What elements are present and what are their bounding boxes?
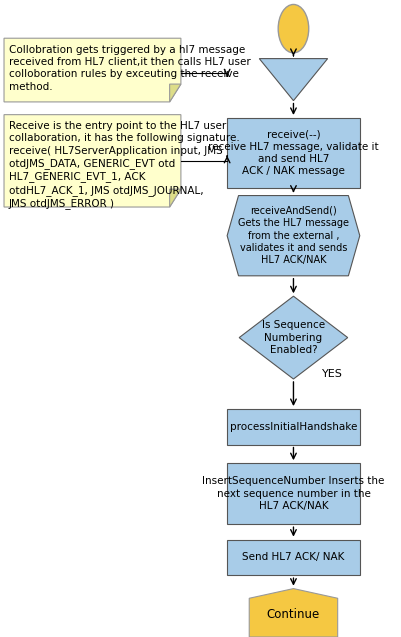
Text: receive(--)
receive HL7 message, validate it
and send HL7
ACK / NAK message: receive(--) receive HL7 message, validat… [208,129,378,176]
Text: Collobration gets triggered by a hl7 message
received from HL7 client,it then ca: Collobration gets triggered by a hl7 mes… [9,45,250,92]
Polygon shape [239,296,347,379]
Text: YES: YES [321,369,342,380]
Polygon shape [4,115,180,207]
Text: InsertSequenceNumber Inserts the
next sequence number in the
HL7 ACK/NAK: InsertSequenceNumber Inserts the next se… [202,476,384,511]
Polygon shape [249,589,337,637]
Text: Continue: Continue [266,608,319,621]
Polygon shape [227,463,359,524]
Polygon shape [4,38,180,102]
Polygon shape [227,118,359,188]
Polygon shape [169,84,180,102]
Polygon shape [169,189,180,207]
Text: processInitialHandshake: processInitialHandshake [229,422,356,432]
Polygon shape [227,540,359,575]
Text: receiveAndSend()
Gets the HL7 message
from the external ,
validates it and sends: receiveAndSend() Gets the HL7 message fr… [237,206,348,266]
Polygon shape [227,196,359,276]
Circle shape [277,4,308,53]
Polygon shape [227,409,359,445]
Text: Is Sequence
Numbering
Enabled?: Is Sequence Numbering Enabled? [261,320,324,355]
Text: Send HL7 ACK/ NAK: Send HL7 ACK/ NAK [242,552,344,562]
Text: Receive is the entry point to the HL7 user
collaboration, it has the following s: Receive is the entry point to the HL7 us… [9,121,239,209]
Polygon shape [259,59,327,101]
